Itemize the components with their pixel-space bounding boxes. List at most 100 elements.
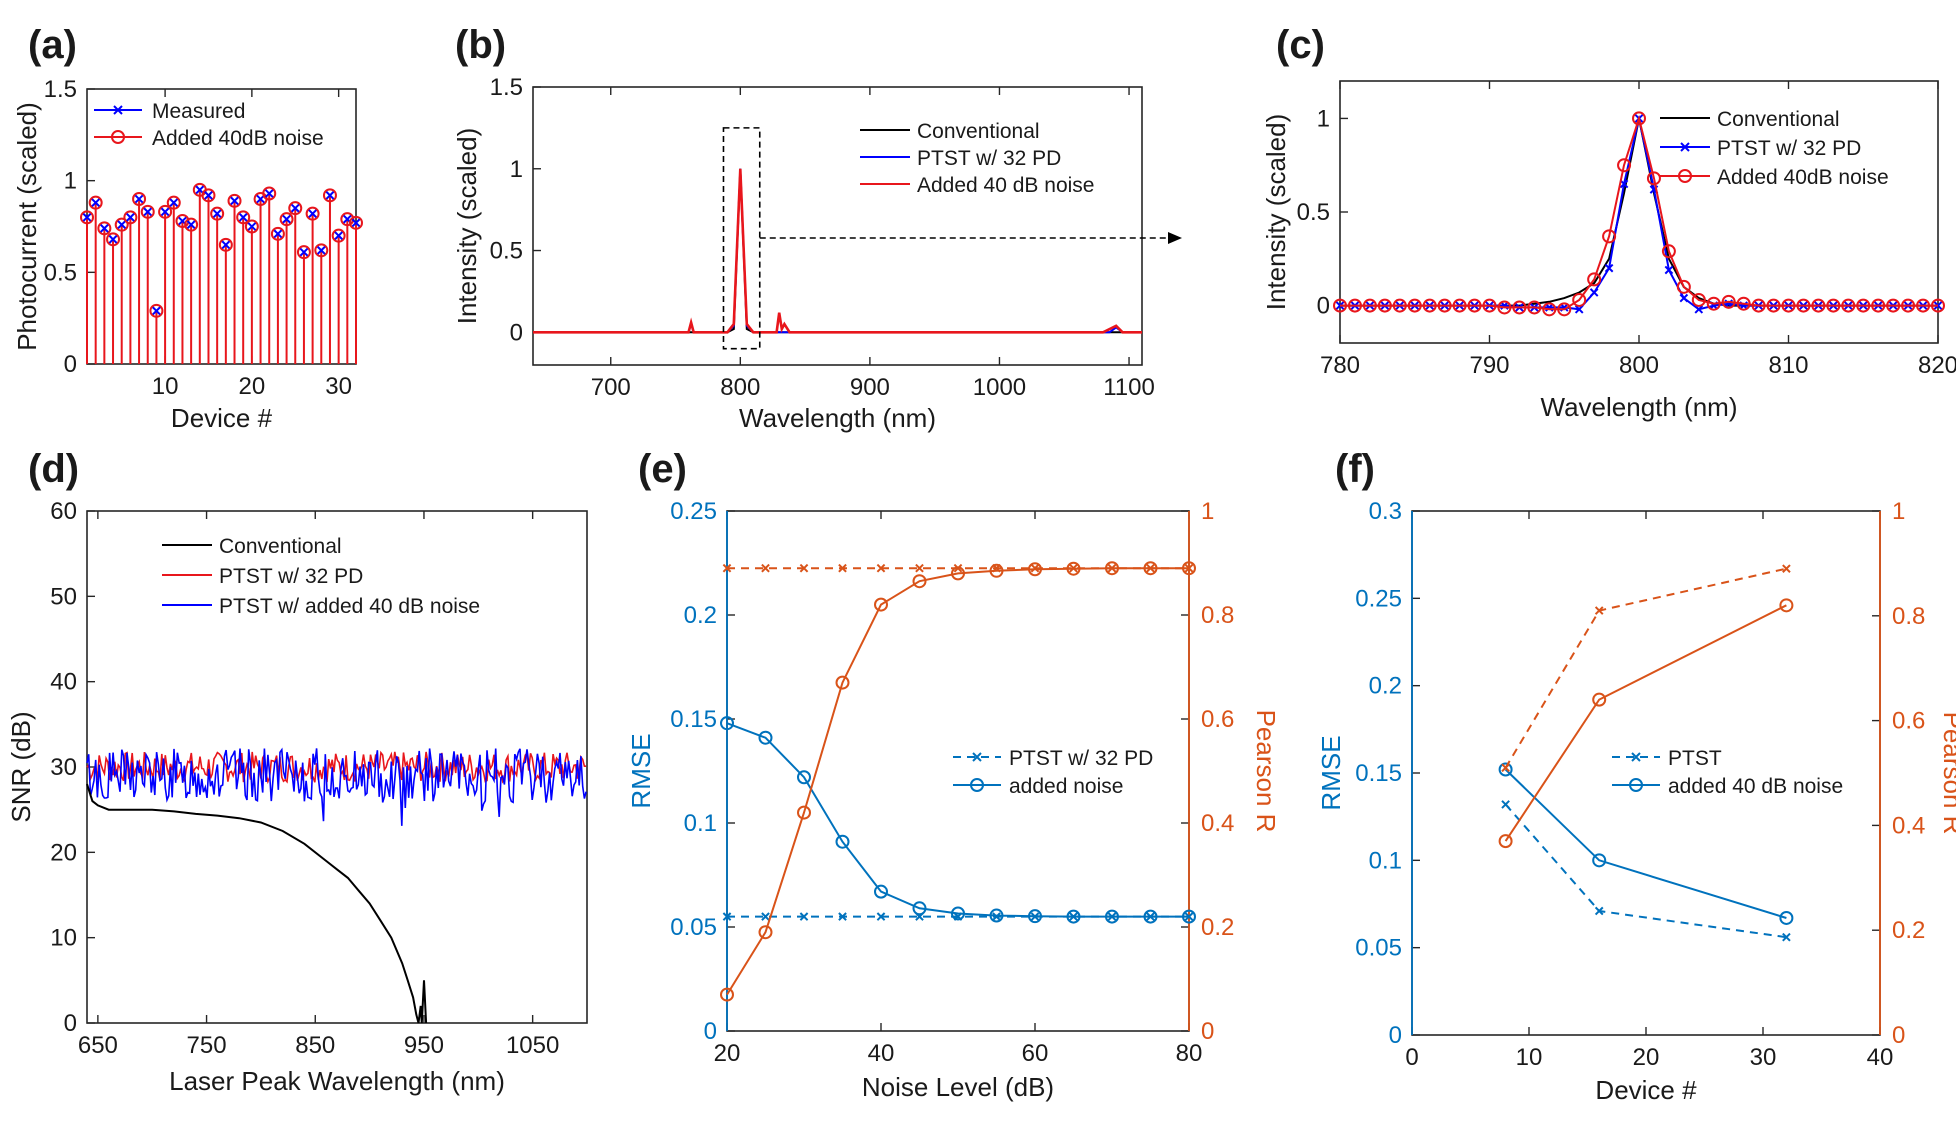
data-point [1028,909,1042,924]
x-tick-label: 20 [1633,1044,1660,1071]
data-point [912,901,927,916]
series-line-1 [1504,768,1787,919]
x-tick-label: 900 [850,374,890,401]
x-tick-label: 810 [1768,352,1808,379]
data-point [1632,111,1646,126]
data-point [876,563,886,573]
data-point [1392,298,1407,313]
data-point [1497,300,1512,315]
data-point [1736,296,1751,311]
x-tick-label: 60 [1022,1040,1049,1067]
data-point [1066,561,1081,576]
data-point [838,912,847,921]
x-axis-label: Noise Level (dB) [862,1072,1054,1102]
noisy-point [114,217,129,232]
data-point [835,675,850,690]
y-tick-label: 40 [50,669,77,696]
measured-point [134,194,144,204]
x-axis-label: Wavelength (nm) [739,403,936,433]
measured-point [290,203,300,213]
panel-a: (a) 10 20 30 0 0.5 1 1.5 Device # Photocurrent (s… [12,23,363,433]
measured-point [256,194,265,204]
noisy-point [184,217,199,232]
data-point [1377,298,1392,313]
x-tick-label: 20 [714,1040,741,1067]
measured-point [238,213,248,222]
y2-tick-label: 0.2 [1892,917,1925,944]
series-line-2 [533,168,1142,334]
measured-point [247,222,257,231]
x-tick-label: 790 [1469,352,1509,379]
noisy-point [88,195,103,210]
measured-point [299,247,309,257]
noisy-point [132,192,147,206]
panel-f: (f)0 10 20 30 4000.050.10.150.20.250.3Device… [1316,447,1956,1105]
data-point [1694,305,1704,314]
data-point [1587,272,1602,287]
data-point [1501,763,1510,773]
y2-tick-label: 1 [1892,498,1905,525]
x-tick-label: 0 [1405,1044,1418,1071]
y-axis-label: Intensity (scaled) [1261,114,1291,311]
noisy-point [349,215,363,230]
y-tick-label: 0.5 [490,238,523,265]
y2-axis-label: Pearson R [1938,712,1956,835]
x-tick-label: 820 [1918,352,1956,379]
data-point [1482,298,1497,313]
panel-label: (c) [1276,23,1325,67]
x-tick-label: 40 [1867,1044,1894,1071]
x-tick-label: 20 [239,373,266,400]
data-point [1916,298,1931,313]
measured-point [195,185,205,195]
y-tick-label: 0.5 [1297,199,1330,226]
y2-tick-label: 0.6 [1892,708,1925,735]
data-point [915,563,924,573]
measured-point [273,229,283,239]
data-point [1779,598,1794,613]
data-point [758,730,773,745]
legend-label: Conventional [1717,108,1840,131]
measured-point [230,196,239,206]
data-point [1931,298,1945,313]
panel-d: (d) 650 750 850 950 1050 0 10 20 30 40 50 60 Laser Pe… [6,447,588,1096]
data-point [1811,298,1826,313]
series-line-2 [1340,114,1938,311]
data-point [1856,298,1871,313]
noisy-point [244,219,259,234]
y-tick-label: 0 [1317,293,1330,320]
panel-label: (d) [28,447,79,491]
data-point [876,912,886,921]
panel-label: (f) [1335,447,1375,491]
noisy-point [305,206,320,221]
data-point [1781,298,1796,313]
x-tick-label: 30 [1750,1044,1777,1071]
measured-point [117,220,127,229]
data-point [797,770,811,785]
measured-point [334,231,343,240]
noisy-point [314,243,329,258]
y-tick-label: 50 [50,583,77,610]
data-point [1105,909,1119,924]
noisy-point [80,210,94,225]
measured-point [91,198,100,207]
noisy-point [210,206,225,221]
y-tick-label: 0.5 [44,259,77,286]
x-tick-label: 80 [1176,1040,1203,1067]
data-point [1706,296,1721,311]
data-point [758,925,773,940]
x-tick-label: 950 [404,1032,444,1059]
data-point [1617,158,1632,173]
series-line-3 [1504,604,1787,842]
y2-tick-label: 0.4 [1892,812,1925,839]
data-point [1646,171,1661,186]
legend-label: PTST w/ 32 PD [917,147,1061,170]
y-tick-label: 0.15 [1355,760,1402,787]
legend: Conventional PTST w/ 32 PD PTST w/ added 4… [162,535,480,618]
x-tick-label: 30 [325,373,352,400]
data-point [1766,298,1781,313]
noisy-point [149,303,164,318]
data-point [1676,279,1691,294]
noisy-point [322,188,337,203]
y-tick-label: 0.05 [1355,935,1402,962]
